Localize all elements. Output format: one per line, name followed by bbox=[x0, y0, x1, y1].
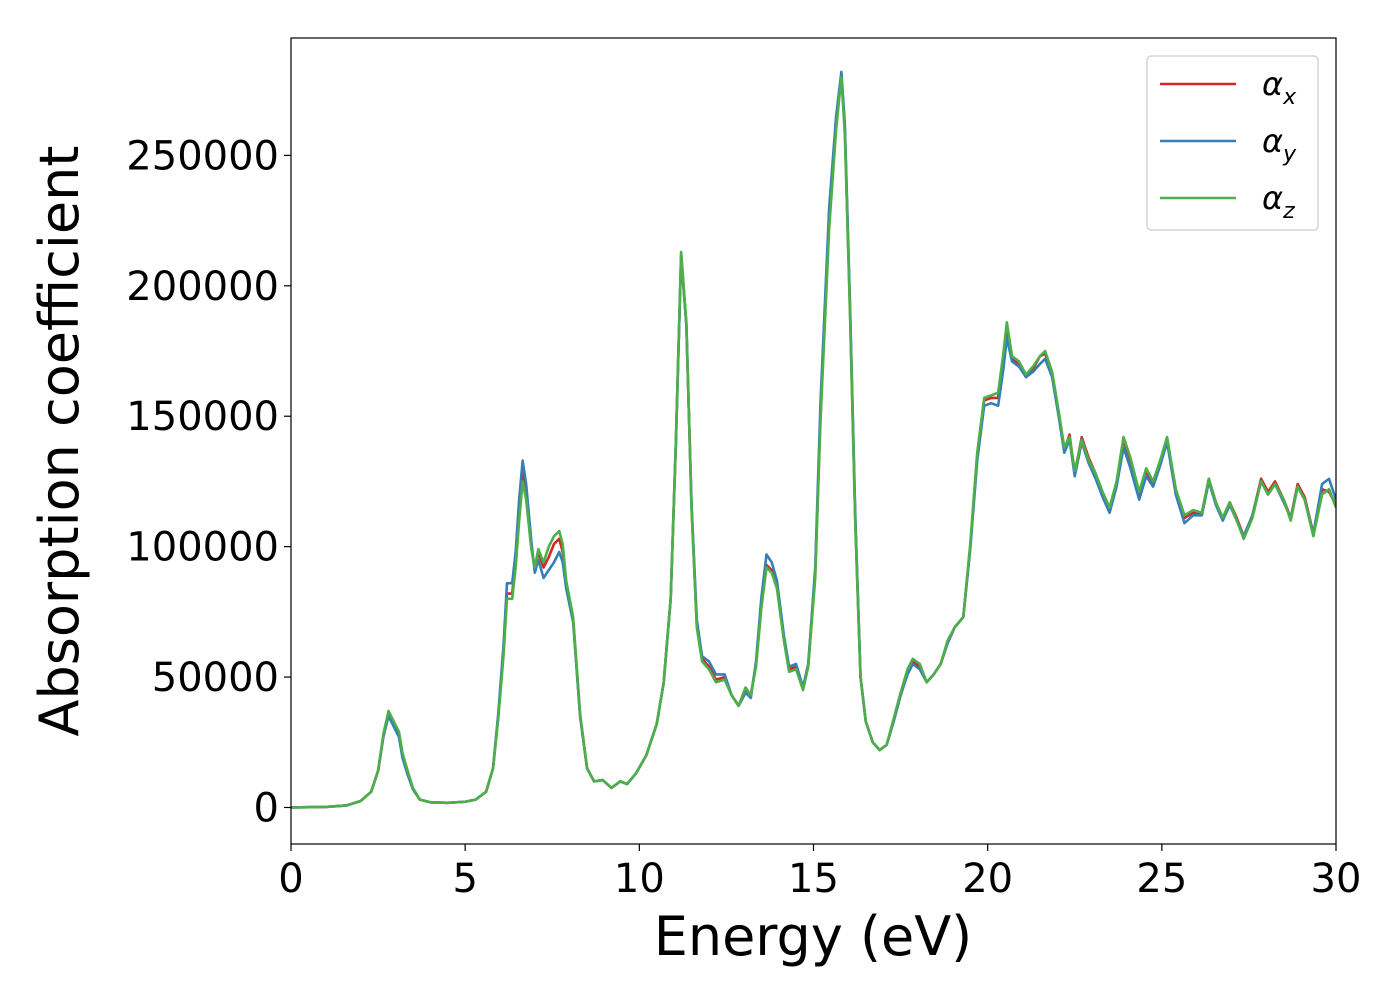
x-tick-label: 20 bbox=[962, 856, 1013, 902]
legend: αx αy αz bbox=[1146, 55, 1319, 231]
legend-label-alpha-x: αx bbox=[1262, 65, 1297, 110]
y-tick-label: 100000 bbox=[126, 525, 279, 571]
y-tick-label: 150000 bbox=[126, 394, 279, 440]
y-axis-label: Absorption coefficient bbox=[28, 146, 91, 737]
x-tick-label: 30 bbox=[1311, 856, 1362, 902]
x-tick-label: 15 bbox=[788, 856, 839, 902]
legend-label-alpha-y: αy bbox=[1262, 122, 1297, 167]
x-tick-label: 0 bbox=[278, 856, 303, 902]
legend-label-alpha-z: αz bbox=[1262, 179, 1295, 224]
series-layer bbox=[291, 70, 1336, 809]
series-line-alpha-z bbox=[291, 75, 1336, 809]
x-tick-label: 10 bbox=[614, 856, 665, 902]
y-tick-label: 50000 bbox=[152, 655, 279, 701]
x-tick-label: 5 bbox=[452, 856, 477, 902]
x-axis-label: Energy (eV) bbox=[654, 905, 973, 968]
y-axis-ticks: 0 50000 100000 150000 200000 250000 bbox=[126, 133, 291, 831]
x-tick-label: 25 bbox=[1136, 856, 1187, 902]
y-tick-label: 0 bbox=[254, 785, 279, 831]
x-axis-ticks: 0 5 10 15 20 25 30 bbox=[278, 844, 1361, 902]
legend-box bbox=[1146, 55, 1319, 231]
y-tick-label: 200000 bbox=[126, 264, 279, 310]
y-tick-label: 250000 bbox=[126, 133, 279, 179]
